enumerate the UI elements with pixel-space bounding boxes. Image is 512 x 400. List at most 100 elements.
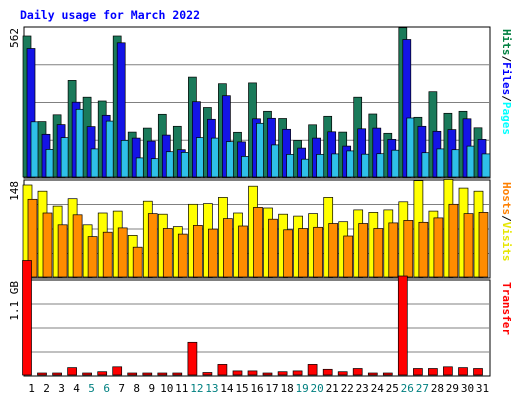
- bar-transfer-day-17: [262, 372, 273, 376]
- bar-hosts-day-26: [403, 220, 414, 278]
- x-tick-label: 21: [326, 382, 339, 395]
- bar-hosts-day-10: [162, 228, 173, 278]
- legend-slash: /: [500, 95, 512, 102]
- bar-transfer-day-26: [397, 275, 408, 376]
- bar-transfer-day-20: [307, 364, 318, 376]
- x-tick-label: 31: [476, 382, 489, 395]
- bar-hosts-day-1: [27, 198, 38, 278]
- x-tick-label: 8: [133, 382, 140, 395]
- bar-hosts-day-8: [132, 246, 143, 278]
- legend-pages: Pages: [500, 102, 512, 135]
- x-tick-label: 25: [386, 382, 399, 395]
- bar-transfer-day-10: [157, 372, 168, 376]
- legend-files: Files: [500, 62, 512, 95]
- bar-transfer-day-12: [187, 341, 198, 376]
- bar-pages-day-31: [481, 153, 491, 178]
- bar-hosts-day-24: [373, 228, 384, 278]
- legend-slash: /: [500, 215, 512, 222]
- x-tick-label: 1: [28, 382, 35, 395]
- bar-hosts-day-25: [388, 222, 399, 278]
- bar-hosts-day-3: [57, 224, 68, 278]
- bar-hosts-day-14: [223, 218, 233, 278]
- bar-transfer-day-2: [37, 372, 47, 376]
- x-tick-label: 22: [341, 382, 354, 395]
- bar-transfer-day-28: [428, 368, 438, 376]
- bar-hosts-day-5: [87, 236, 98, 278]
- bar-transfer-day-11: [172, 372, 183, 376]
- x-tick-label: 23: [356, 382, 369, 395]
- x-tick-label: 10: [160, 382, 173, 395]
- bar-hosts-day-11: [177, 233, 188, 278]
- x-tick-label: 20: [310, 382, 323, 395]
- bar-hosts-day-15: [238, 225, 248, 278]
- bar-transfer-day-4: [67, 367, 77, 376]
- bar-transfer-day-23: [352, 368, 363, 376]
- bar-hosts-day-4: [72, 214, 83, 278]
- bar-transfer-day-30: [458, 367, 468, 376]
- bar-transfer-day-31: [473, 368, 483, 376]
- bar-hosts-day-9: [147, 213, 158, 278]
- bar-hosts-day-22: [343, 235, 354, 278]
- x-tick-label: 13: [205, 382, 218, 395]
- bar-transfer-day-25: [382, 372, 393, 376]
- bar-hosts-day-2: [42, 212, 53, 278]
- x-tick-label: 26: [401, 382, 414, 395]
- x-tick-label: 16: [250, 382, 263, 395]
- bar-hosts-day-20: [313, 226, 323, 278]
- chart-title: Daily usage for March 2022: [20, 8, 200, 22]
- panel-transfer: 1.1 GB Transfer: [8, 260, 512, 377]
- series-legend-label: Transfer: [500, 282, 512, 335]
- bar-transfer-day-27: [413, 368, 423, 376]
- x-tick-label: 2: [43, 382, 50, 395]
- panel-traffic: 562 Hits/Files/Pages: [8, 26, 512, 179]
- bar-hosts-day-28: [433, 217, 444, 278]
- bar-transfer-day-3: [52, 372, 62, 376]
- bar-hosts-day-7: [117, 227, 128, 278]
- bar-transfer-day-8: [127, 372, 138, 376]
- bar-transfer-day-29: [443, 366, 453, 376]
- bar-transfer-day-21: [322, 368, 333, 376]
- series-legend-label: Hosts/Visits: [500, 182, 512, 262]
- x-tick-label: 6: [103, 382, 110, 395]
- x-tick-label: 7: [118, 382, 125, 395]
- x-tick-label: 12: [190, 382, 203, 395]
- bar-hosts-day-21: [328, 223, 339, 278]
- bar-hosts-day-27: [418, 221, 429, 278]
- bar-hosts-day-17: [268, 218, 278, 278]
- x-tick-label: 11: [175, 382, 188, 395]
- bar-transfer-day-5: [82, 372, 92, 376]
- panel-visitors: 148 Hosts/Visits: [8, 179, 512, 279]
- y-max-label: 1.1 GB: [8, 281, 21, 321]
- x-tick-label: 4: [73, 382, 80, 395]
- bar-hosts-day-31: [478, 212, 489, 278]
- y-max-label: 562: [8, 28, 21, 48]
- bar-transfer-day-1: [22, 260, 32, 376]
- bar-hosts-day-30: [463, 213, 474, 278]
- bar-transfer-day-15: [232, 370, 243, 376]
- legend-transfer: Transfer: [500, 282, 512, 335]
- bar-transfer-day-7: [112, 366, 123, 376]
- legend-slash: /: [500, 56, 512, 63]
- y-max-label: 148: [8, 181, 21, 201]
- bar-hosts-day-16: [253, 207, 263, 278]
- x-tick-label: 14: [220, 382, 234, 395]
- x-tick-label: 9: [148, 382, 155, 395]
- bar-transfer-day-19: [292, 370, 303, 376]
- x-tick-label: 28: [431, 382, 444, 395]
- bar-hosts-day-18: [283, 229, 293, 278]
- bar-transfer-day-16: [247, 370, 258, 376]
- x-tick-label: 29: [446, 382, 459, 395]
- bar-transfer-day-24: [367, 372, 378, 376]
- x-tick-label: 17: [265, 382, 278, 395]
- bar-hosts-day-6: [102, 231, 113, 278]
- x-tick-label: 27: [416, 382, 429, 395]
- bar-transfer-day-18: [277, 371, 288, 376]
- bar-transfer-day-13: [202, 372, 213, 376]
- legend-visits: Visits: [500, 222, 512, 262]
- x-axis-labels: 1 2 3 4 5 6 7 8 9 10 11 12 13 14 15 16 17 18 19 20 21 22 23 24 2…: [28, 382, 489, 395]
- bar-hosts-day-23: [358, 223, 369, 278]
- x-tick-label: 5: [88, 382, 95, 395]
- x-tick-label: 19: [295, 382, 308, 395]
